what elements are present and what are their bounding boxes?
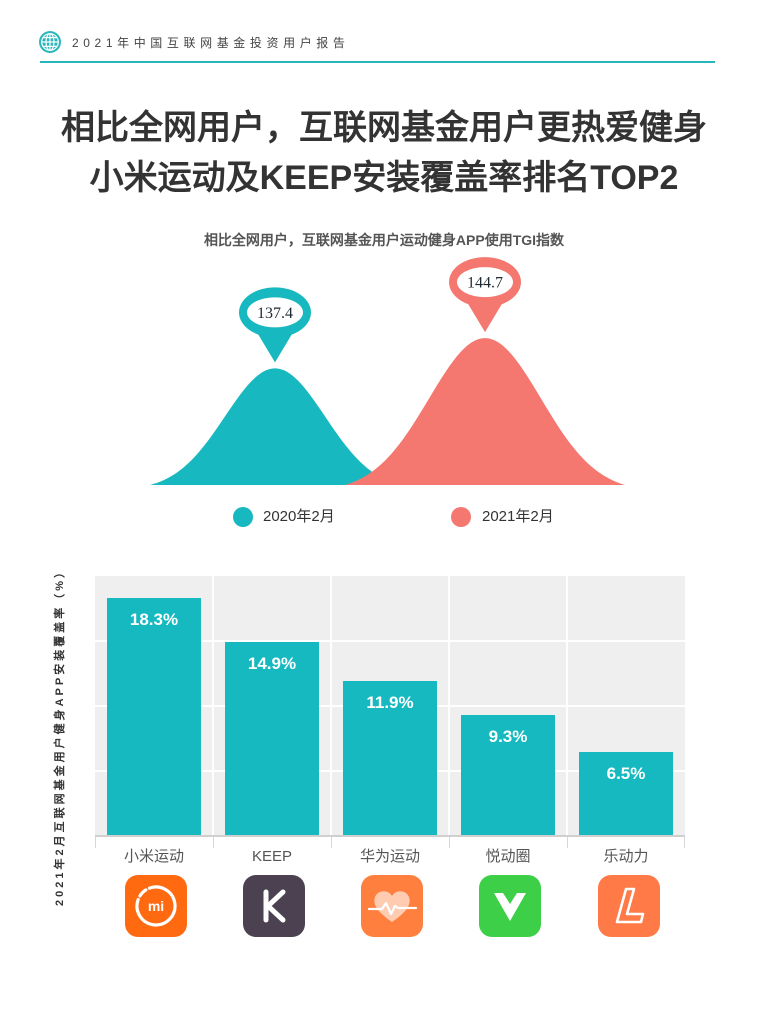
icon-background: [243, 875, 305, 937]
page-title-line-1: 相比全网用户，互联网基金用户更热爱健身: [61, 109, 707, 147]
data-label-huawei-health: 11.9%: [366, 693, 414, 713]
logo-shape: [494, 893, 526, 921]
page-title-line-2: 小米运动及KEEP安装覆盖率排名TOP2: [89, 159, 679, 197]
y-axis-label: 2021年2月互联网基金用户健身APP安装覆盖率（%）: [54, 564, 66, 906]
header-divider: [40, 61, 715, 63]
x-axis-tick: [449, 837, 450, 848]
category-label-huawei-health: 华为运动: [359, 848, 420, 865]
xiaomi-sport-app-icon: mi: [125, 875, 187, 937]
bar-keep: 14.9%: [225, 642, 319, 836]
tgi-data-label-2021-02: 144.7: [467, 275, 503, 292]
icon-background: [125, 875, 187, 937]
logo-pulse-line: [367, 901, 418, 916]
x-axis-tick: [331, 837, 332, 848]
tgi-curve-2021-02: [345, 338, 625, 485]
category-label-keep: KEEP: [251, 848, 293, 865]
x-axis-line: [95, 835, 685, 837]
gridline-vertical: [330, 576, 332, 836]
coverage-bar-chart-plot: 18.3% 14.9% 11.9% 9.3% 6.5%: [95, 576, 685, 836]
pin-label-background: [247, 297, 303, 328]
tgi-bell-chart: 137.4 144.7: [150, 257, 625, 485]
data-label-yuedongquan: 9.3%: [488, 727, 528, 747]
x-axis-tick: [95, 837, 96, 848]
logo-ring-segment: [138, 888, 148, 898]
gridline-vertical: [448, 576, 450, 836]
data-label-ledongli: 6.5%: [606, 763, 646, 783]
bar-ledongli: 6.5%: [579, 751, 673, 836]
tgi-chart-title: 相比全网用户，互联网基金用户运动健身APP使用TGI指数: [203, 232, 565, 248]
bar-xiaomi-sport: 18.3%: [107, 598, 201, 836]
tgi-value-pin-2021-02: 144.7: [449, 257, 521, 333]
huawei-health-app-icon: [361, 875, 423, 937]
yuedongquan-app-icon: [479, 875, 541, 937]
pin-label-background: [457, 267, 513, 298]
globe-icon: [39, 31, 61, 53]
ledongli-app-icon: [598, 875, 660, 937]
legend-label-2020: 2020年2月: [263, 508, 335, 525]
logo-heart: [374, 891, 410, 922]
gridline-vertical: [212, 576, 214, 836]
legend-marker-2020: [233, 507, 253, 527]
data-label-keep: 14.9%: [247, 654, 297, 674]
report-title: 2021年中国互联网基金投资用户报告: [72, 36, 350, 50]
keep-app-icon: [243, 875, 305, 937]
bar-huawei-health: 11.9%: [343, 681, 437, 836]
logo-ring: [135, 885, 177, 927]
bar-yuedongquan: 9.3%: [461, 715, 555, 836]
category-label-yuedongquan: 悦动圈: [485, 848, 531, 865]
category-label-ledongli: 乐动力: [603, 848, 649, 865]
x-axis-tick: [567, 837, 568, 848]
logo-l-mark: [615, 887, 645, 924]
x-axis-tick: [684, 837, 685, 848]
x-axis-tick: [213, 837, 214, 848]
tgi-curve-2020-02: [150, 368, 400, 485]
legend-marker-2021: [451, 507, 471, 527]
globe-icon-lines: [41, 33, 59, 51]
gridline-horizontal: [95, 640, 685, 642]
gridline-vertical: [566, 576, 568, 836]
tgi-data-label-2020-02: 137.4: [257, 305, 293, 322]
logo-notch: [503, 893, 517, 904]
logo-k-mark: [263, 889, 286, 923]
legend-label-2021: 2021年2月: [482, 508, 554, 525]
tgi-value-pin-2020-02: 137.4: [239, 287, 311, 363]
category-label-xiaomi-sport: 小米运动: [123, 848, 184, 865]
data-label-xiaomi-sport: 18.3%: [129, 610, 179, 630]
logo-lettering: mi: [148, 898, 164, 914]
